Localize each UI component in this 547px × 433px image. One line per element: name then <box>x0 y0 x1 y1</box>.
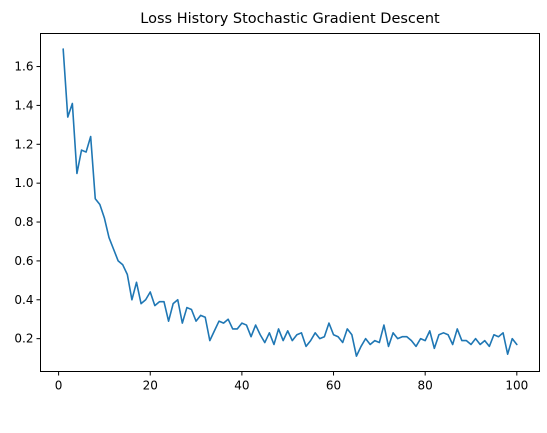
chart-title: Loss History Stochastic Gradient Descent <box>140 11 440 27</box>
x-tick-label: 80 <box>418 379 433 393</box>
x-tick-label: 60 <box>326 379 341 393</box>
y-tick-label: 0.2 <box>14 332 33 346</box>
loss-series-line <box>62 48 518 357</box>
y-tick-label: 0.6 <box>14 254 33 268</box>
ticks-layer: 0 20 40 60 80 100 0.2 0.4 0.6 0.8 1.0 1.2 1.4 1.6 <box>14 60 528 393</box>
x-tick-label: 100 <box>505 379 528 393</box>
y-tick-label: 1.4 <box>14 98 33 112</box>
y-tick-label: 0.4 <box>14 293 33 307</box>
y-tick-label: 1.2 <box>14 137 33 151</box>
series-layer <box>62 48 518 357</box>
y-tick-label: 1.0 <box>14 176 33 190</box>
x-tick-label: 40 <box>234 379 249 393</box>
x-tick-label: 0 <box>55 379 63 393</box>
y-tick-label: 1.6 <box>14 60 33 74</box>
axes-frame <box>40 33 540 372</box>
x-tick-label: 20 <box>143 379 158 393</box>
y-tick-label: 0.8 <box>14 215 33 229</box>
